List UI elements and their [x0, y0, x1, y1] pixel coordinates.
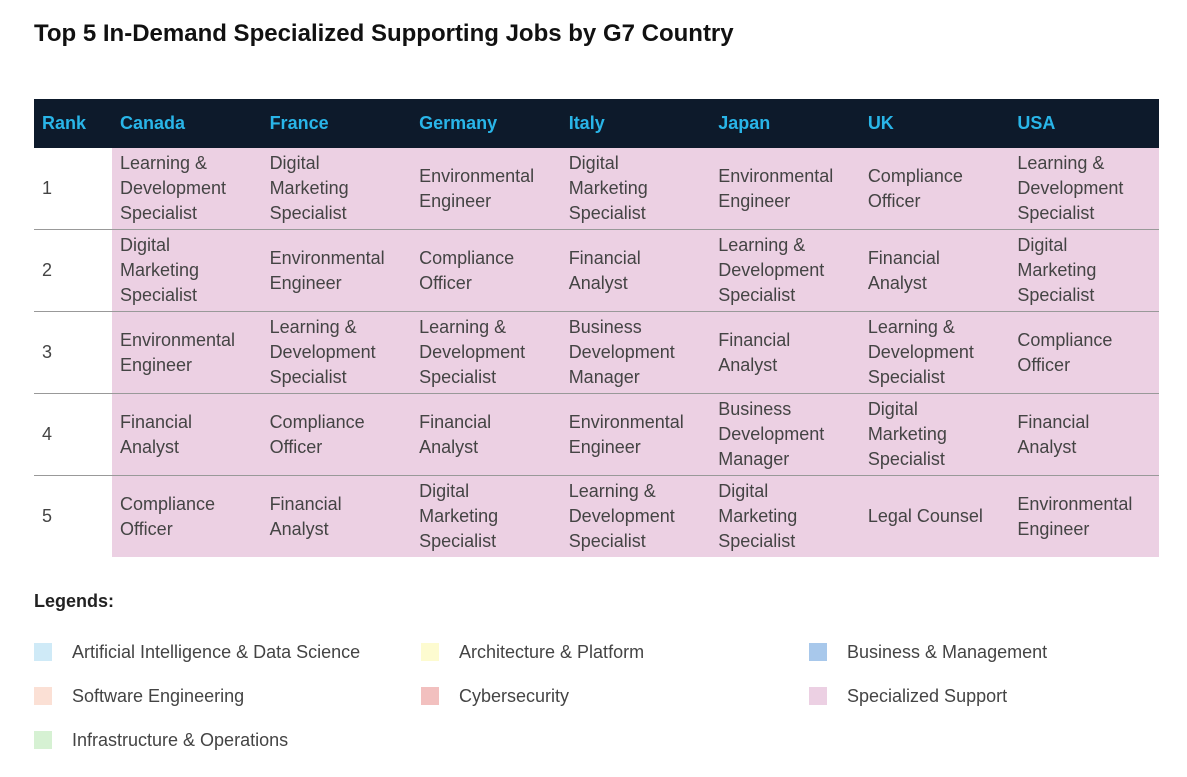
job-cell: Digital Marketing Specialist	[710, 475, 860, 557]
job-cell: Learning & Development Specialist	[112, 148, 262, 230]
legend-swatch	[34, 687, 52, 705]
legend-label: Artificial Intelligence & Data Science	[72, 642, 361, 662]
job-cell: Environmental Engineer	[411, 148, 561, 230]
header-cell: Canada	[120, 113, 186, 133]
header-cell: USA	[1017, 113, 1056, 133]
job-cell: Business Development Manager	[560, 311, 711, 394]
job-cell: Learning & Development Specialist	[411, 311, 561, 394]
legend-label: Infrastructure & Operations	[72, 730, 289, 750]
job-cell: Environmental Engineer	[1009, 475, 1159, 557]
job-cell: Compliance Officer	[112, 475, 262, 557]
title: Top 5 In-Demand Specialized Supporting J…	[34, 20, 734, 47]
job-cell: Digital Marketing Specialist	[411, 475, 561, 557]
job-cell: Environmental Engineer	[560, 393, 711, 476]
job-cell: Compliance Officer	[261, 393, 412, 476]
job-cell: Compliance Officer	[859, 148, 1010, 230]
legend-swatch	[421, 687, 439, 705]
legend-swatch	[421, 643, 439, 661]
rank-cell: 4	[34, 393, 112, 476]
header-cell: Japan	[718, 113, 771, 133]
legend-label: Specialized Support	[847, 686, 1008, 706]
job-cell: Financial Analyst	[411, 393, 561, 476]
header-cell: UK	[867, 113, 894, 133]
job-cell: Digital Marketing Specialist	[1009, 229, 1159, 312]
job-cell: Financial Analyst	[560, 229, 711, 312]
legend-swatch	[809, 687, 827, 705]
job-cell: Digital Marketing Specialist	[560, 148, 711, 230]
rank-cell: 3	[34, 311, 112, 394]
legend-swatch	[34, 731, 52, 749]
job-cell: Environmental Engineer	[112, 311, 262, 394]
legend-label: Architecture & Platform	[459, 642, 645, 662]
job-cell: Environmental Engineer	[261, 229, 412, 312]
job-cell: Digital Marketing Specialist	[859, 393, 1010, 476]
job-cell: Financial Analyst	[710, 311, 860, 394]
job-cell: Financial Analyst	[1009, 393, 1159, 476]
rank-cell: 1	[42, 178, 53, 198]
job-cell: Financial Analyst	[112, 393, 262, 476]
job-cell: Financial Analyst	[261, 475, 412, 557]
job-cell: Digital Marketing Specialist	[112, 229, 262, 312]
header-cell: Rank	[42, 113, 87, 133]
job-cell: Digital Marketing Specialist	[261, 148, 412, 230]
table-row: 1 Learning & Development Specialist Digita…	[34, 148, 1159, 230]
job-cell: Financial Analyst	[859, 229, 1010, 312]
legend-title: Legends:	[34, 591, 115, 611]
legend-label: Business & Management	[847, 642, 1048, 662]
job-cell: Compliance Officer	[1009, 311, 1159, 394]
legend-swatch	[809, 643, 827, 661]
legend-label: Software Engineering	[72, 686, 245, 706]
job-cell: Legal Counsel	[859, 475, 1010, 557]
header-cell: Italy	[568, 113, 605, 133]
table-body: 1 Learning & Development Specialist Digita…	[34, 148, 1159, 557]
job-cell: Learning & Development Specialist	[1009, 148, 1159, 230]
header-cell: Germany	[419, 113, 498, 133]
job-cell: Business Development Manager	[710, 393, 860, 476]
job-cell: Learning & Development Specialist	[710, 229, 860, 312]
rank-cell: 5	[34, 475, 112, 557]
job-cell: Learning & Development Specialist	[261, 311, 412, 394]
legend-label: Cybersecurity	[459, 686, 570, 706]
header-row: Rank Canada France Germany Italy Japan UK USA	[34, 99, 1159, 148]
job-cell: Compliance Officer	[411, 229, 561, 312]
job-cell: Environmental Engineer	[710, 148, 860, 230]
rank-cell: 2	[34, 229, 112, 312]
table-row: 4 Financial Analyst Compliance Officer Fina…	[34, 393, 1159, 476]
legend-swatch	[34, 643, 52, 661]
jobs-table: Rank Canada France Germany Italy Japan UK USA 1…	[34, 99, 1159, 557]
table-row: 3 Environmental Engineer Learning & Develo…	[34, 311, 1159, 394]
table-row: 2 Digital Marketing Specialist Environment…	[34, 229, 1159, 312]
header-cell: France	[269, 113, 329, 133]
table-row: 5 Compliance Officer Financial Analyst Digi…	[34, 475, 1159, 557]
job-cell: Learning & Development Specialist	[560, 475, 711, 557]
job-cell: Learning & Development Specialist	[859, 311, 1010, 394]
